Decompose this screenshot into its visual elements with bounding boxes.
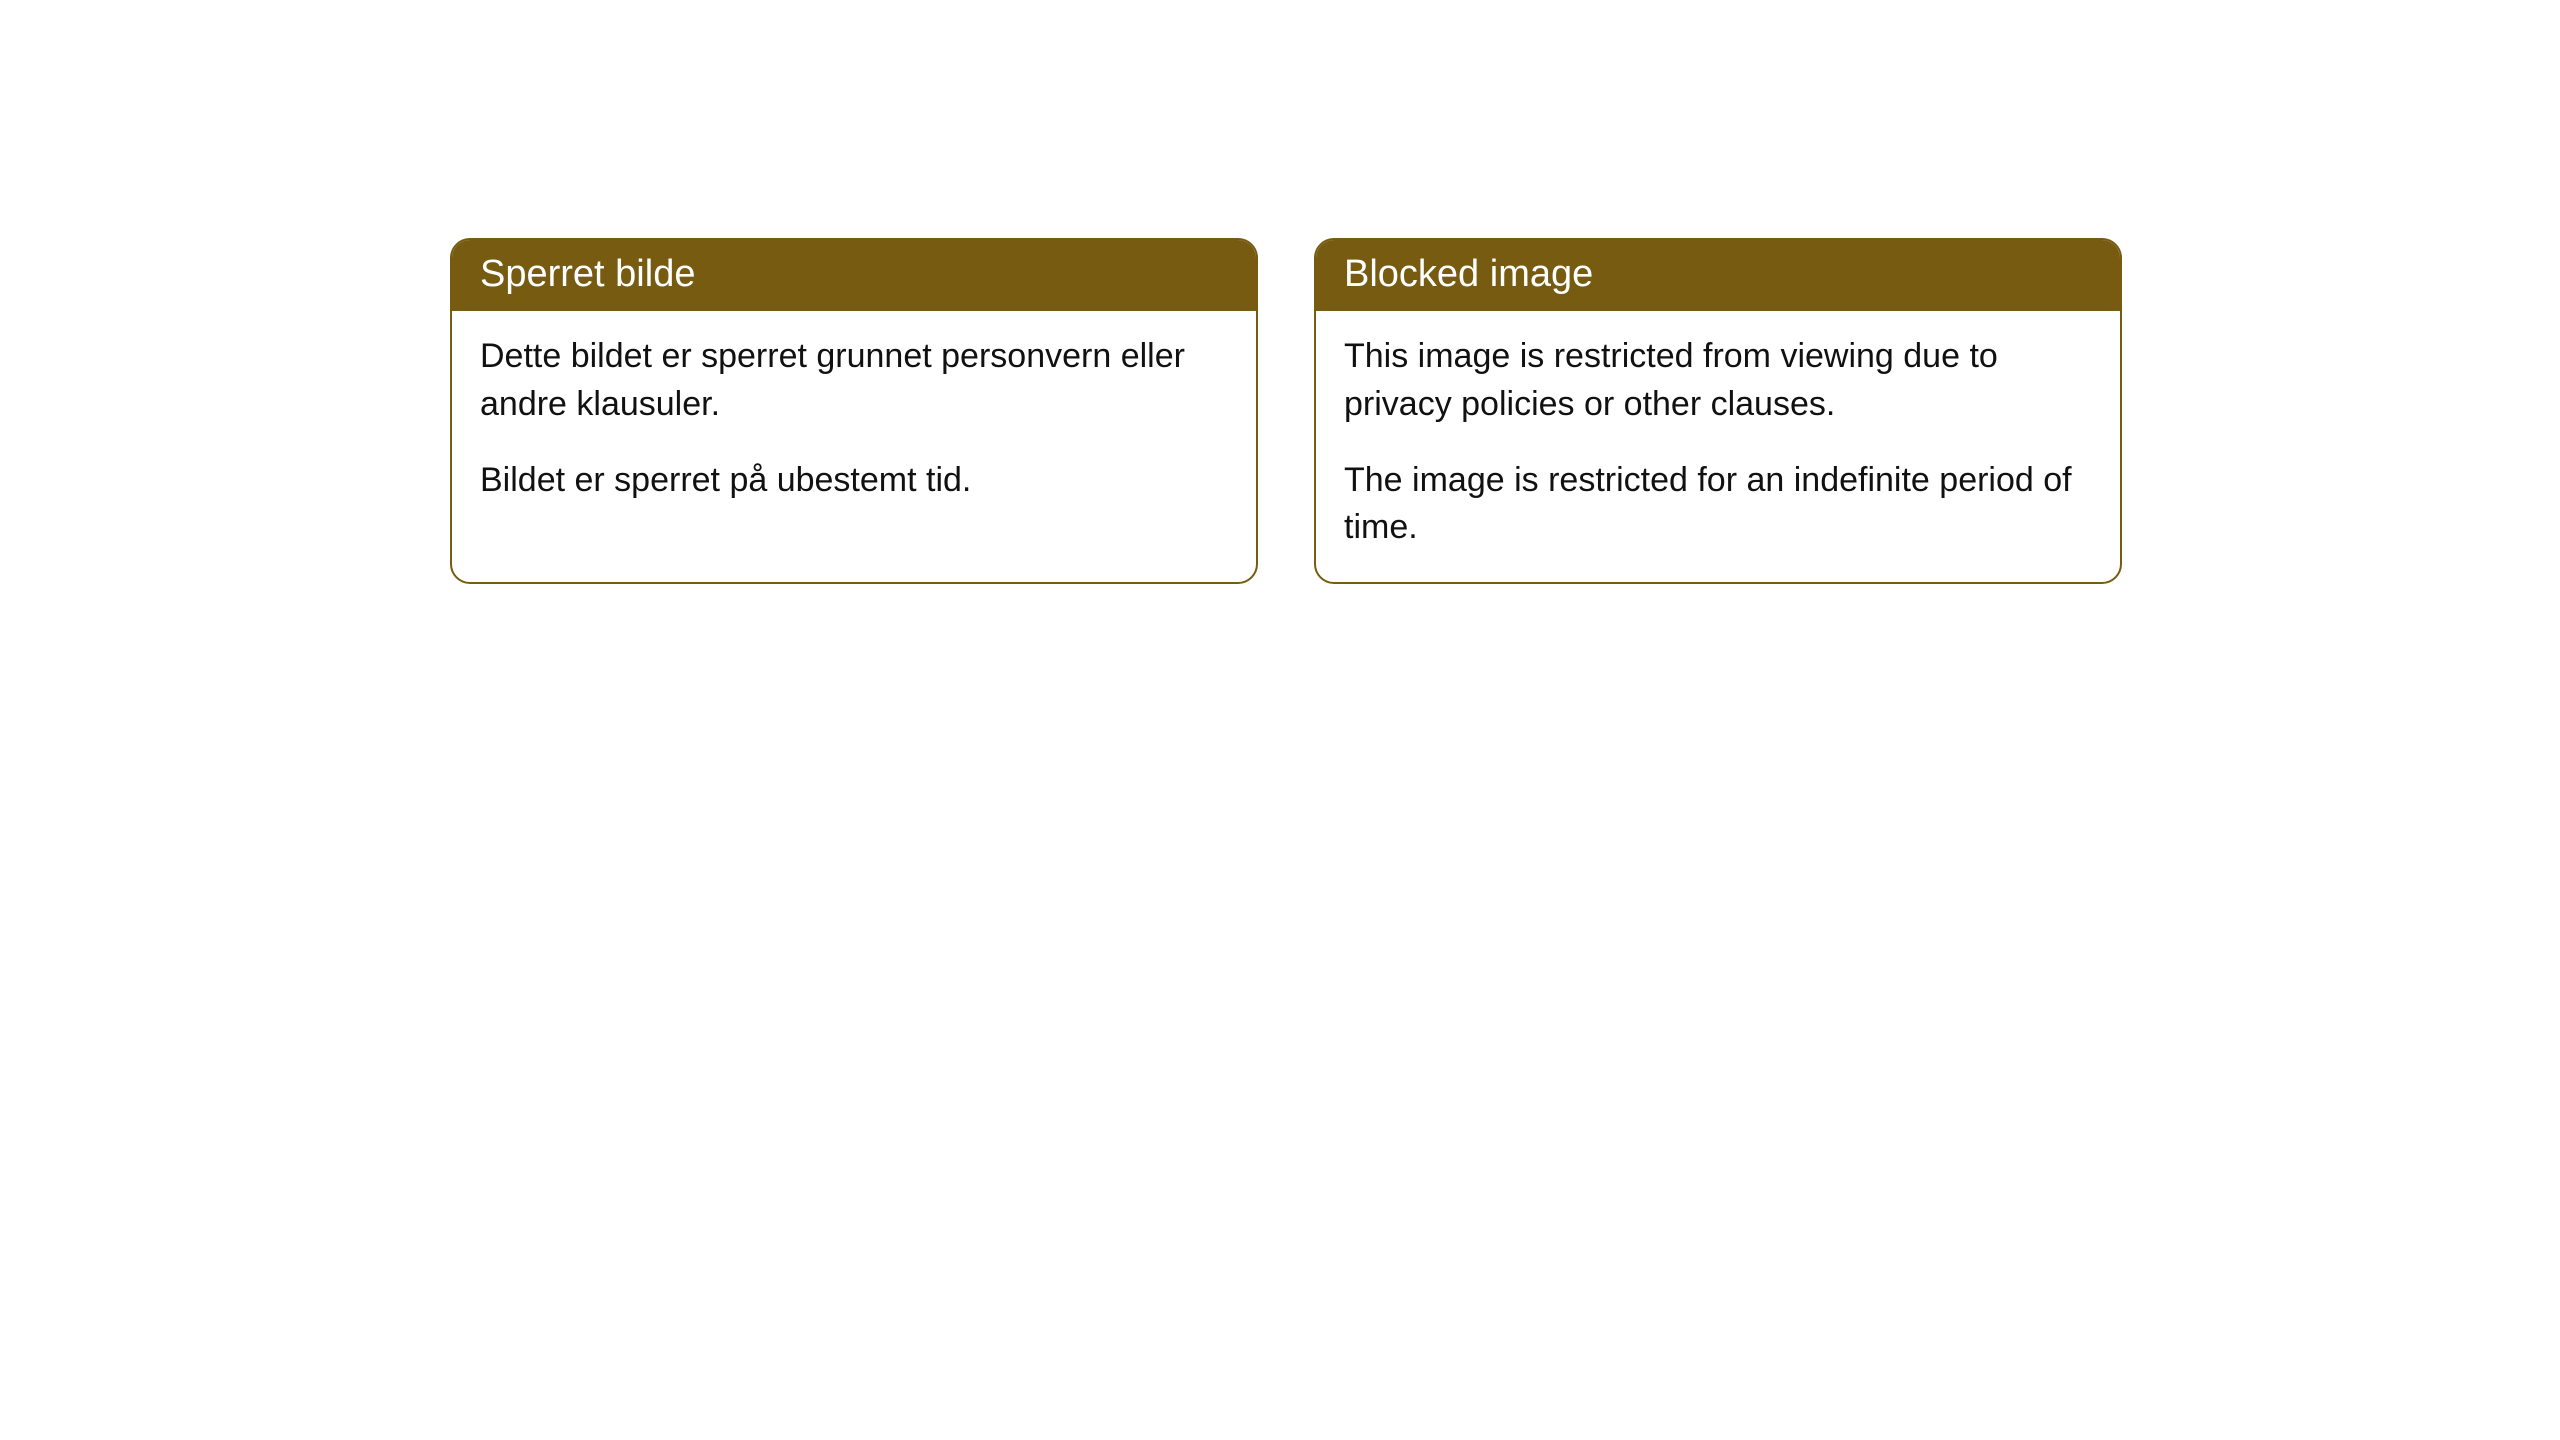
card-paragraph: This image is restricted from viewing du…	[1344, 333, 2092, 428]
info-cards-container: Sperret bilde Dette bildet er sperret gr…	[450, 238, 2122, 584]
card-paragraph: Bildet er sperret på ubestemt tid.	[480, 457, 1228, 505]
card-header-norwegian: Sperret bilde	[452, 240, 1256, 311]
info-card-english: Blocked image This image is restricted f…	[1314, 238, 2122, 584]
card-body-norwegian: Dette bildet er sperret grunnet personve…	[452, 311, 1256, 534]
card-body-english: This image is restricted from viewing du…	[1316, 311, 2120, 581]
card-paragraph: Dette bildet er sperret grunnet personve…	[480, 333, 1228, 428]
card-paragraph: The image is restricted for an indefinit…	[1344, 457, 2092, 552]
card-header-english: Blocked image	[1316, 240, 2120, 311]
info-card-norwegian: Sperret bilde Dette bildet er sperret gr…	[450, 238, 1258, 584]
